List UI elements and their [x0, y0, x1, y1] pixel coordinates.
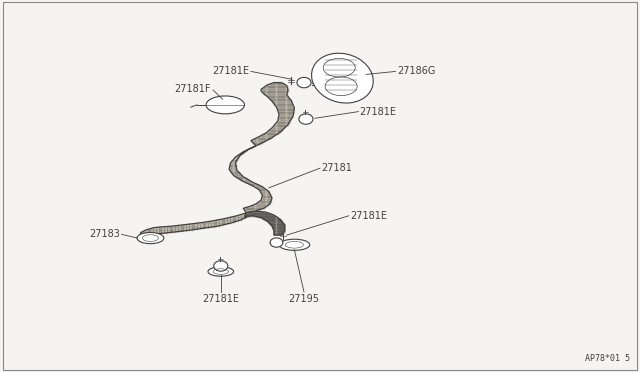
Text: 27181E: 27181E [351, 211, 388, 221]
Text: 27195: 27195 [289, 294, 319, 304]
Ellipse shape [279, 239, 310, 250]
Text: 27181: 27181 [321, 163, 352, 173]
Ellipse shape [206, 96, 244, 114]
Polygon shape [140, 213, 246, 243]
Text: AP78*01 5: AP78*01 5 [586, 354, 630, 363]
Text: 27181F: 27181F [175, 84, 211, 94]
Ellipse shape [214, 261, 228, 271]
Ellipse shape [297, 77, 311, 88]
Text: 27181E: 27181E [360, 107, 397, 116]
Text: 27181E: 27181E [202, 294, 239, 304]
Text: 27186G: 27186G [397, 67, 435, 76]
Ellipse shape [312, 53, 373, 103]
Text: 27183: 27183 [90, 230, 120, 239]
Polygon shape [244, 211, 285, 235]
Polygon shape [251, 83, 294, 146]
Ellipse shape [208, 267, 234, 276]
Polygon shape [229, 146, 272, 213]
Ellipse shape [270, 238, 283, 247]
Ellipse shape [299, 114, 313, 124]
Text: 27181E: 27181E [212, 67, 250, 76]
Ellipse shape [137, 232, 164, 244]
